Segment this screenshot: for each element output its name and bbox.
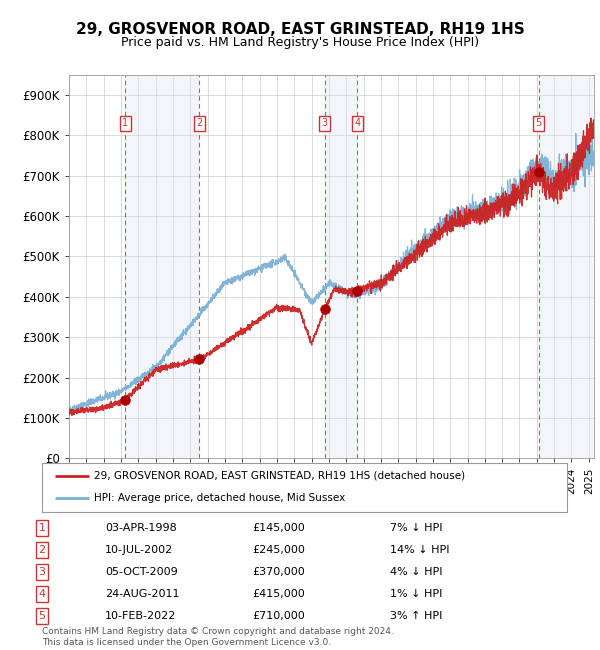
Bar: [125, 75, 199, 458]
Text: 5: 5: [536, 118, 542, 128]
Text: 10-FEB-2022: 10-FEB-2022: [105, 611, 176, 621]
Text: 4% ↓ HPI: 4% ↓ HPI: [390, 567, 443, 577]
Text: £710,000: £710,000: [252, 611, 305, 621]
Text: 5: 5: [38, 611, 46, 621]
Text: 2: 2: [196, 118, 202, 128]
Text: 1: 1: [38, 523, 46, 533]
Text: 03-APR-1998: 03-APR-1998: [105, 523, 177, 533]
Text: 1% ↓ HPI: 1% ↓ HPI: [390, 589, 442, 599]
Bar: [325, 75, 358, 458]
Text: 24-AUG-2011: 24-AUG-2011: [105, 589, 179, 599]
Text: £370,000: £370,000: [252, 567, 305, 577]
Text: £245,000: £245,000: [252, 545, 305, 555]
Text: £415,000: £415,000: [252, 589, 305, 599]
Text: Price paid vs. HM Land Registry's House Price Index (HPI): Price paid vs. HM Land Registry's House …: [121, 36, 479, 49]
Text: 7% ↓ HPI: 7% ↓ HPI: [390, 523, 443, 533]
Text: 3% ↑ HPI: 3% ↑ HPI: [390, 611, 442, 621]
Text: Contains HM Land Registry data © Crown copyright and database right 2024.
This d: Contains HM Land Registry data © Crown c…: [42, 627, 394, 647]
Text: 3: 3: [38, 567, 46, 577]
Text: 4: 4: [38, 589, 46, 599]
Text: 3: 3: [322, 118, 328, 128]
Text: 1: 1: [122, 118, 128, 128]
Text: 05-OCT-2009: 05-OCT-2009: [105, 567, 178, 577]
Bar: [539, 75, 594, 458]
Text: 14% ↓ HPI: 14% ↓ HPI: [390, 545, 449, 555]
Text: 29, GROSVENOR ROAD, EAST GRINSTEAD, RH19 1HS (detached house): 29, GROSVENOR ROAD, EAST GRINSTEAD, RH19…: [95, 471, 466, 481]
Text: 10-JUL-2002: 10-JUL-2002: [105, 545, 173, 555]
Text: 29, GROSVENOR ROAD, EAST GRINSTEAD, RH19 1HS: 29, GROSVENOR ROAD, EAST GRINSTEAD, RH19…: [76, 21, 524, 37]
Text: £145,000: £145,000: [252, 523, 305, 533]
Text: 2: 2: [38, 545, 46, 555]
Text: HPI: Average price, detached house, Mid Sussex: HPI: Average price, detached house, Mid …: [95, 493, 346, 503]
Text: 4: 4: [354, 118, 361, 128]
